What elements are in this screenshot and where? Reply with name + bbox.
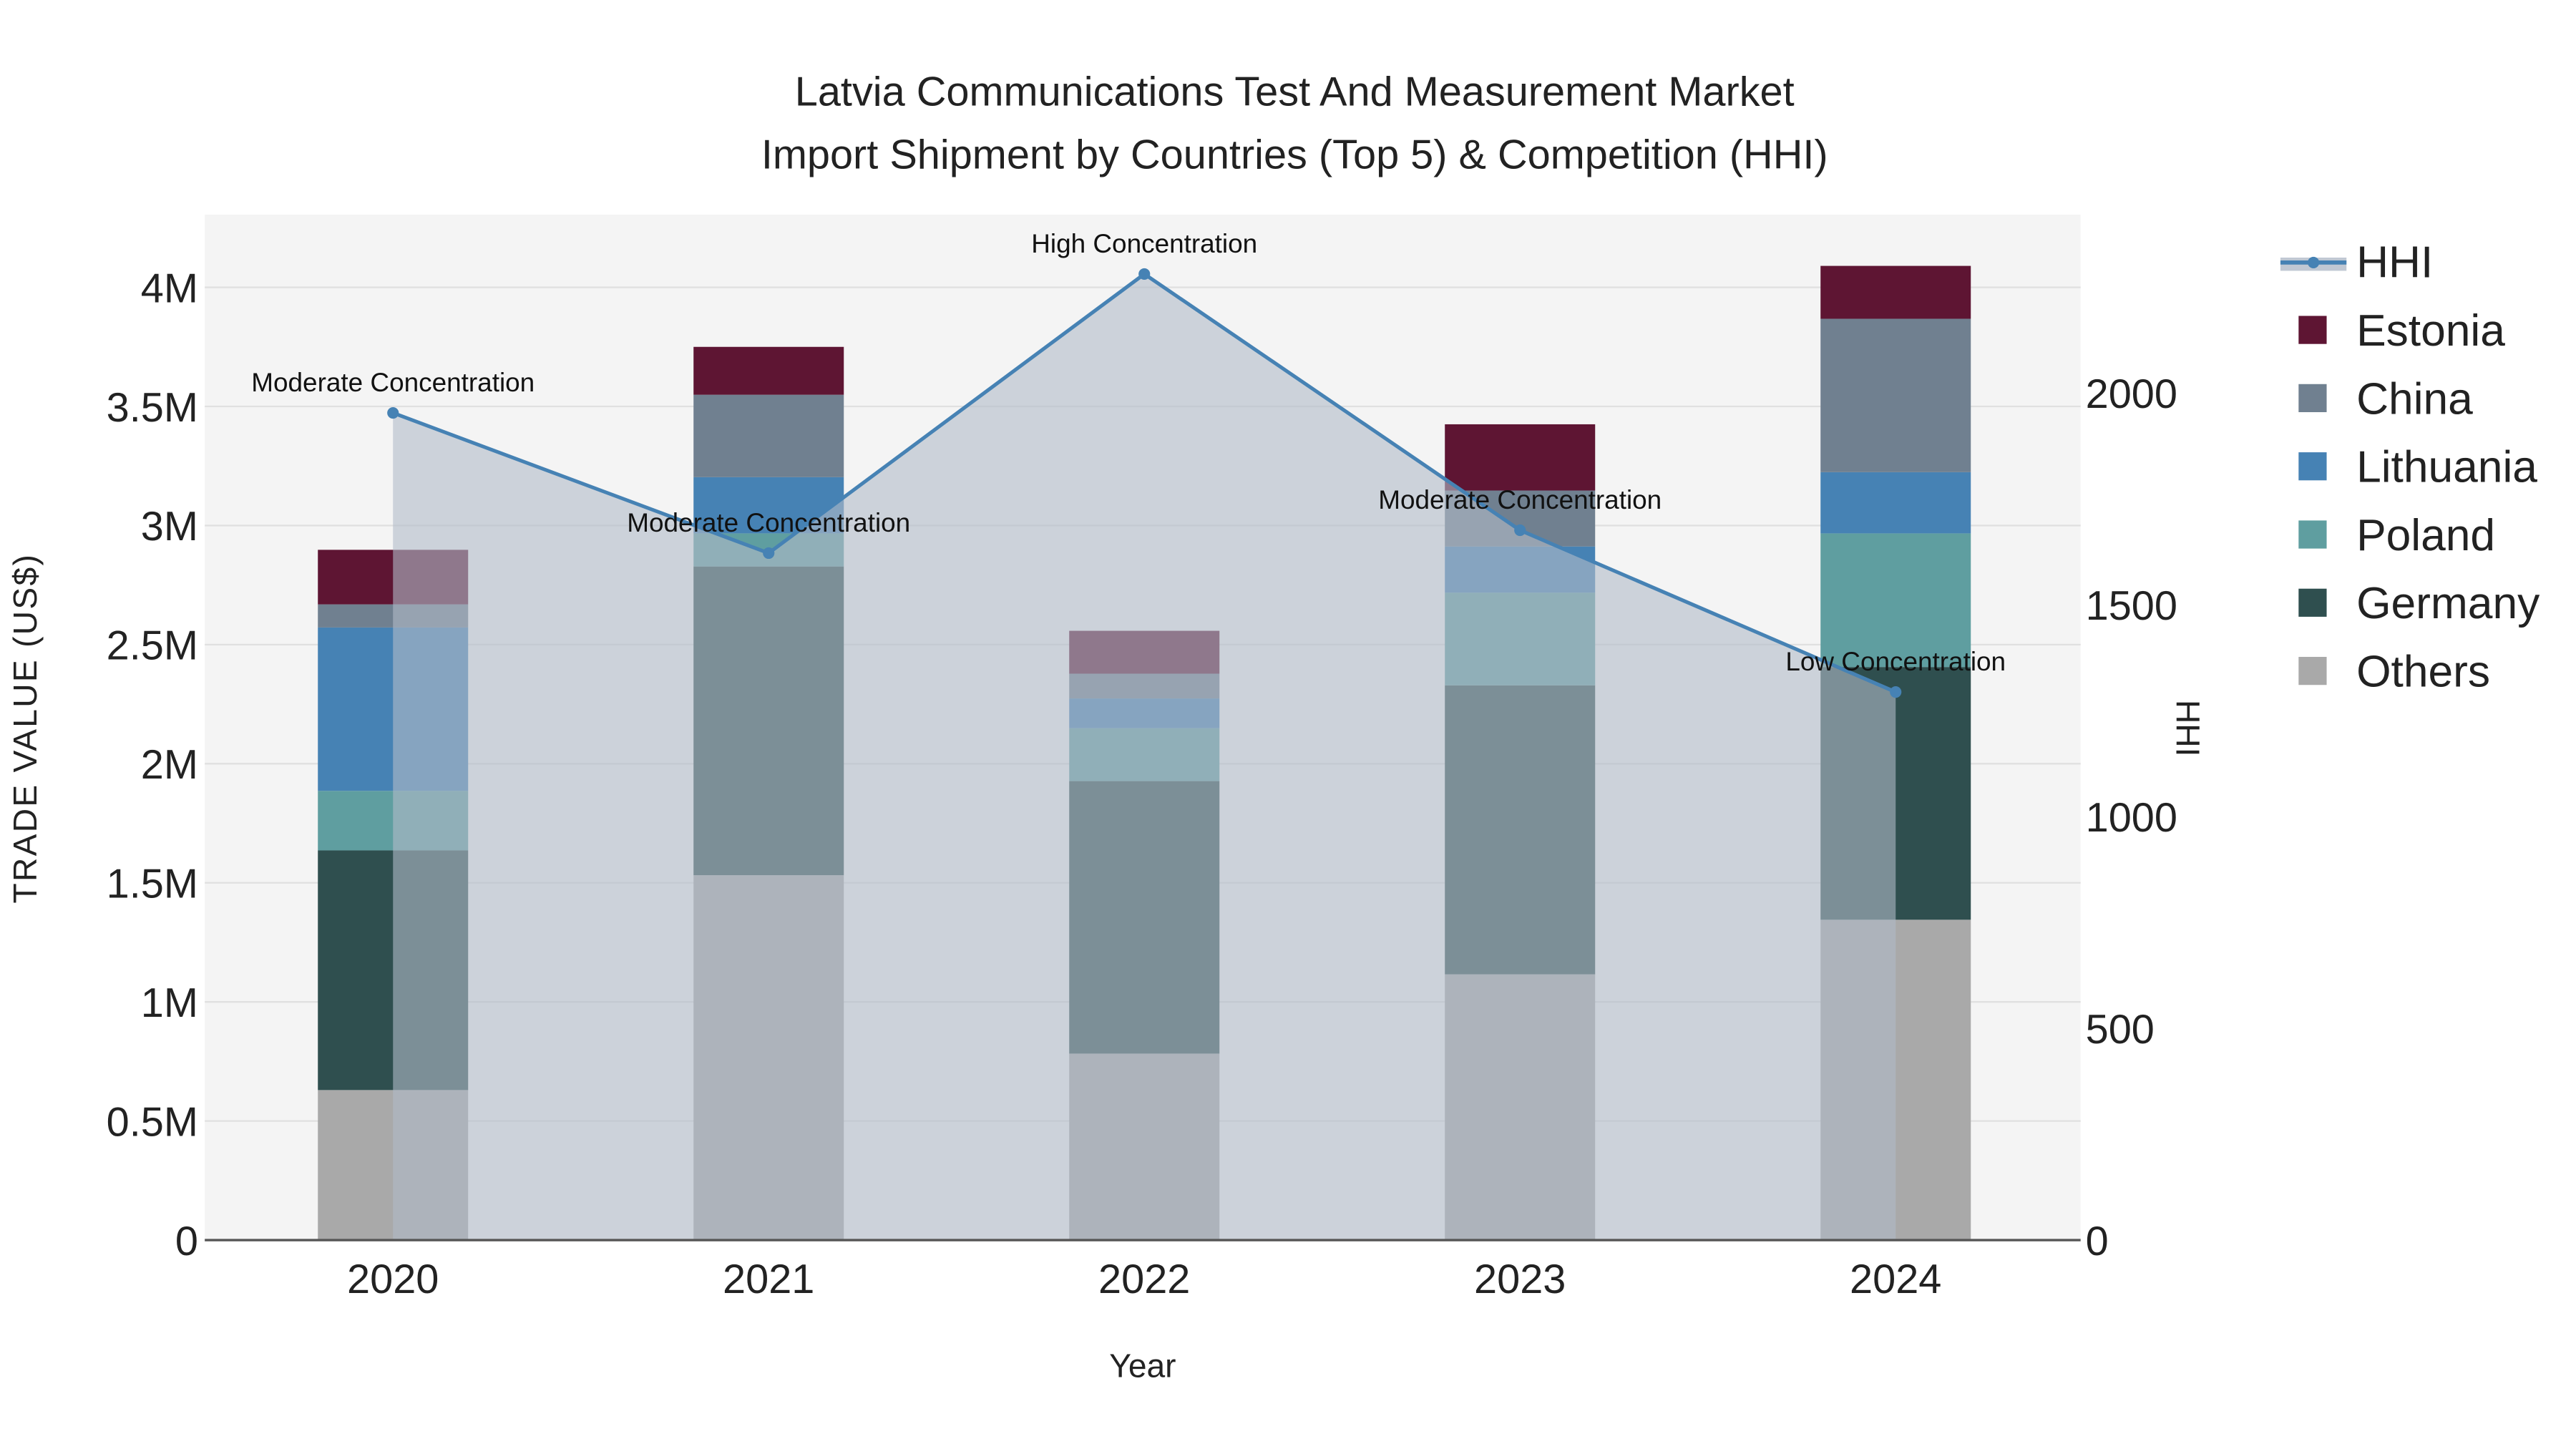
legend-label-germany: Germany — [2356, 579, 2540, 628]
y2-tick-label: 500 — [2086, 1007, 2155, 1053]
x-axis-title: Year — [1109, 1347, 1176, 1385]
hhi-point — [1890, 686, 1902, 698]
hhi-point — [1514, 524, 1526, 537]
chart-title-line1: Latvia Communications Test And Measureme… — [795, 69, 1795, 115]
hhi-annotation: Low Concentration — [1785, 647, 2006, 676]
legend-swatch-poland — [2298, 520, 2327, 549]
chart-title-line2: Import Shipment by Countries (Top 5) & C… — [761, 132, 1828, 177]
hhi-annotation: Moderate Concentration — [627, 508, 910, 537]
y-tick-label: 2.5M — [107, 623, 198, 669]
legend-label-hhi: HHI — [2356, 238, 2433, 288]
bar-china-2024 — [1820, 318, 1971, 472]
legend: HHI Estonia China Lithuania Poland Germany Oth… — [2280, 238, 2540, 697]
legend-label-estonia: Estonia — [2356, 306, 2505, 356]
y-tick-label: 3M — [141, 504, 198, 550]
y-tick-label: 4M — [141, 265, 198, 311]
legend-swatch-lithuania — [2298, 452, 2327, 481]
bar-lithuania-2024 — [1820, 472, 1971, 534]
hhi-point — [763, 547, 775, 560]
y2-tick-label: 2000 — [2086, 371, 2177, 417]
hhi-annotation: Moderate Concentration — [1378, 485, 1662, 514]
y-tick-label: 3.5M — [107, 385, 198, 431]
legend-marker-hhi — [2308, 256, 2320, 268]
bar-estonia-2021 — [693, 346, 844, 395]
y-tick-label: 2M — [141, 742, 198, 788]
y-tick-label: 0 — [175, 1219, 198, 1264]
x-tick-label: 2020 — [347, 1257, 439, 1302]
y2-tick-label: 0 — [2086, 1219, 2109, 1264]
y-tick-label: 1M — [141, 980, 198, 1026]
hhi-annotation: High Concentration — [1031, 229, 1257, 258]
legend-swatch-china — [2298, 384, 2327, 412]
y2-axis-title: HHI — [2170, 700, 2207, 756]
y-axis-title: TRADE VALUE (US$) — [6, 553, 44, 904]
hhi-point — [1138, 268, 1151, 280]
bar-poland-2024 — [1820, 533, 1971, 668]
legend-label-poland: Poland — [2356, 511, 2495, 560]
x-tick-label: 2022 — [1098, 1257, 1190, 1302]
x-tick-label: 2024 — [1850, 1257, 1941, 1302]
legend-label-lithuania: Lithuania — [2356, 443, 2537, 492]
y2-tick-label: 1500 — [2086, 583, 2177, 629]
legend-label-others: Others — [2356, 648, 2490, 697]
y-tick-label: 0.5M — [107, 1099, 198, 1145]
hhi-annotation: Moderate Concentration — [251, 368, 535, 397]
bar-estonia-2023 — [1445, 424, 1596, 491]
bar-estonia-2024 — [1820, 265, 1971, 319]
legend-label-china: China — [2356, 374, 2473, 424]
hhi-point — [387, 406, 399, 419]
x-tick-label: 2023 — [1474, 1257, 1566, 1302]
y-tick-label: 1.5M — [107, 862, 198, 907]
legend-swatch-estonia — [2298, 316, 2327, 344]
hhi-area — [393, 273, 1896, 1241]
y2-tick-label: 1000 — [2086, 795, 2177, 841]
bar-china-2021 — [693, 394, 844, 477]
legend-swatch-germany — [2298, 588, 2327, 617]
x-tick-label: 2021 — [723, 1257, 814, 1302]
legend-swatch-others — [2298, 657, 2327, 686]
